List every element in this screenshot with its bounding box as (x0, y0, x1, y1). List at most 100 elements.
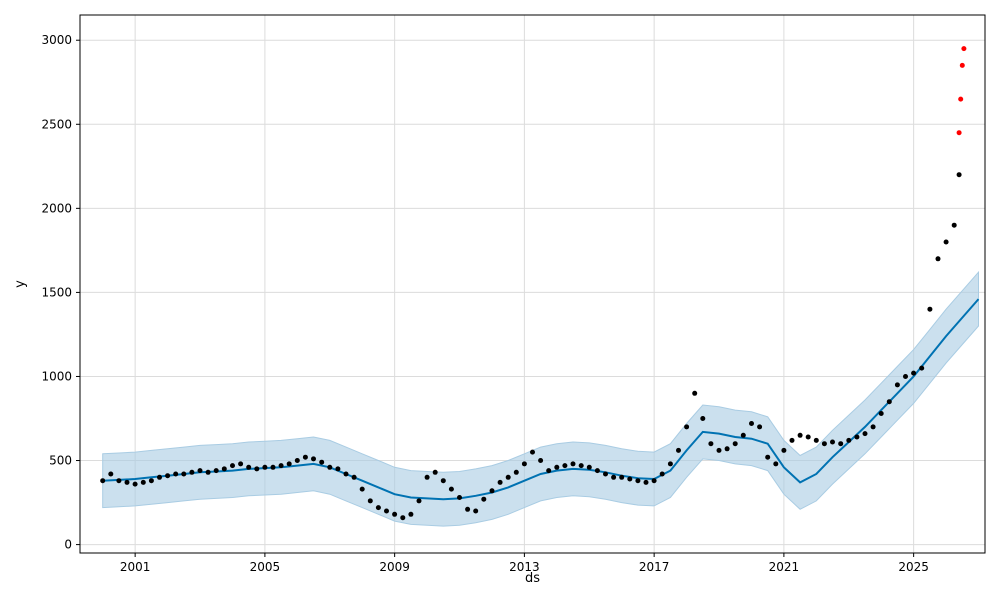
x-axis-ticks: 2001 2005 2009 2013 2017 2021 2025 (120, 553, 929, 574)
observed-point (530, 449, 535, 455)
observed-point (416, 498, 422, 504)
observed-point (821, 441, 827, 447)
observed-point (173, 471, 179, 477)
observed-point (270, 464, 276, 470)
recent-observed-point (956, 130, 962, 136)
observed-point (619, 474, 625, 480)
observed-point (424, 474, 430, 480)
observed-point (805, 434, 811, 440)
observed-point (951, 222, 957, 228)
observed-point (319, 459, 325, 465)
observed-point (684, 424, 690, 430)
observed-point (854, 434, 860, 440)
observed-point (927, 306, 933, 312)
observed-point (700, 416, 706, 421)
observed-point (789, 437, 795, 443)
observed-point (692, 390, 698, 396)
observed-point (481, 496, 487, 502)
observed-point (392, 511, 398, 517)
observed-point (586, 464, 592, 470)
observed-point (221, 466, 227, 472)
observed-point (108, 471, 114, 477)
y-tick-label: 1500 (41, 285, 72, 299)
observed-point (870, 424, 876, 430)
observed-point (627, 476, 633, 482)
observed-point (213, 468, 219, 474)
observed-point (343, 471, 349, 477)
observed-point (513, 469, 519, 475)
y-tick-label: 0 (64, 538, 72, 552)
observed-point (862, 431, 868, 437)
observed-point (205, 469, 211, 475)
observed-point (838, 441, 844, 447)
y-axis-label: y (13, 280, 28, 288)
observed-point (189, 469, 195, 475)
x-axis-label: ds (525, 571, 540, 586)
recent-observed-point (958, 96, 964, 102)
observed-point (886, 399, 892, 405)
observed-point (448, 486, 454, 492)
observed-point (254, 466, 260, 472)
observed-point (302, 454, 308, 460)
observed-point (359, 486, 365, 492)
x-tick-label: 2005 (250, 560, 281, 574)
observed-point (505, 474, 511, 480)
observed-point (554, 464, 560, 470)
observed-point (846, 437, 852, 443)
observed-point (278, 463, 284, 469)
uncertainty-band (102, 270, 979, 527)
observed-point (497, 479, 503, 485)
observed-point (197, 468, 203, 474)
observed-point (667, 461, 673, 467)
observed-point (165, 473, 171, 479)
observed-point (230, 463, 235, 469)
x-tick-label: 2025 (898, 560, 929, 574)
observed-point (286, 461, 292, 467)
observed-point (635, 478, 641, 484)
observed-point (903, 374, 908, 379)
observed-point (773, 461, 779, 467)
x-tick-label: 2013 (509, 560, 540, 574)
observed-point (643, 479, 649, 485)
observed-point (546, 468, 552, 474)
uncertainty-band-layer (102, 270, 979, 527)
observed-point (311, 456, 316, 462)
grid-layer (80, 15, 985, 553)
observed-point (732, 441, 738, 447)
observed-point (327, 464, 333, 470)
x-tick-label: 2001 (120, 560, 151, 574)
x-tick-label: 2017 (639, 560, 670, 574)
observed-point (911, 370, 917, 376)
observed-point (956, 172, 962, 178)
observed-point (367, 498, 373, 504)
observed-point (124, 479, 130, 485)
observed-point (148, 478, 154, 484)
observed-point (708, 441, 714, 447)
observed-point (894, 382, 900, 388)
y-tick-label: 2000 (41, 201, 72, 215)
observed-point (157, 474, 162, 480)
observed-point (797, 432, 803, 438)
observed-point (262, 464, 268, 470)
observed-point (294, 458, 300, 463)
observed-point (538, 458, 544, 463)
observed-point (781, 447, 787, 453)
recent-observed-point (959, 62, 965, 68)
y-tick-label: 3000 (41, 33, 72, 47)
observed-point (432, 469, 438, 475)
observed-point (943, 239, 949, 245)
x-tick-label: 2009 (379, 560, 410, 574)
observed-point (351, 474, 357, 480)
observed-point (765, 454, 771, 460)
observed-point (676, 447, 681, 453)
observed-point (749, 421, 754, 426)
observed-point (724, 446, 730, 452)
observed-point (132, 481, 138, 487)
observed-point (473, 508, 479, 514)
observed-point (238, 461, 244, 467)
observed-point (181, 471, 187, 477)
observed-point (375, 505, 381, 511)
observed-point (740, 432, 746, 438)
observed-point (611, 474, 617, 480)
